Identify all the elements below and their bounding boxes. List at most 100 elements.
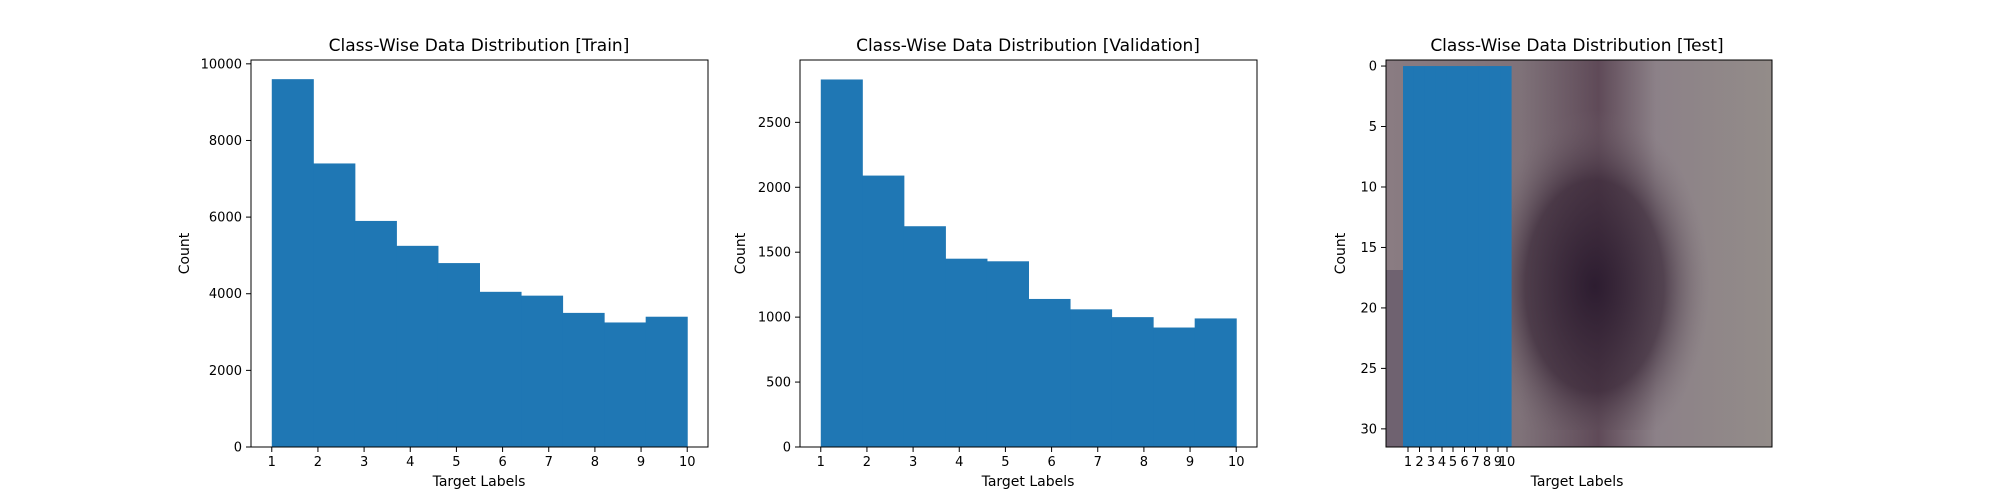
y-tick-label: 10000 (201, 57, 242, 72)
x-tick-label: 4 (1438, 455, 1446, 470)
x-tick-label: 8 (591, 455, 599, 470)
x-tick-label: 5 (452, 455, 460, 470)
x-tick-label: 6 (1460, 455, 1468, 470)
bar-2 (313, 163, 356, 447)
y-axis-label: Count (733, 232, 749, 274)
bar-7 (1070, 309, 1113, 447)
bar-9 (604, 322, 647, 447)
bar-1 (271, 79, 314, 447)
chart-train: Class-Wise Data Distribution [Train] 1 2 3… (177, 36, 709, 490)
bar-5 (986, 261, 1029, 447)
axes-frame (1385, 59, 1773, 448)
y-tick-label: 15 (1360, 241, 1377, 256)
y-tick-label: 20 (1360, 301, 1377, 316)
bar-2 (1413, 66, 1426, 447)
x-tick-label: 6 (498, 455, 506, 470)
x-tick-label: 9 (1494, 455, 1502, 470)
y-tick-label: 500 (766, 376, 791, 391)
x-tick-label: 8 (1140, 455, 1148, 470)
bars-group (1403, 66, 1512, 447)
bar-6 (1028, 298, 1071, 447)
y-tick-label: 6000 (209, 211, 242, 226)
y-tick-label: 8000 (209, 134, 242, 149)
y-tick-label: 5 (1369, 120, 1377, 135)
y-tick-label: 1500 (758, 246, 791, 261)
bar-7 (521, 295, 564, 447)
bar-8 (1478, 66, 1490, 447)
bar-6 (1457, 66, 1469, 447)
x-tick-label: 4 (406, 455, 414, 470)
bar-3 (903, 226, 946, 447)
x-tick-label: 9 (1186, 455, 1194, 470)
y-tick-label: 2000 (758, 181, 791, 196)
y-tick-label: 0 (1369, 60, 1377, 75)
tick-group: 1 2 3 4 5 6 7 8 9 10 0 500 1000 1500 2000 2500 (758, 116, 1245, 470)
bar-8 (1111, 317, 1154, 447)
bar-5 (1446, 66, 1458, 447)
axes-frame (250, 59, 709, 448)
x-axis-label: Target Labels (432, 474, 526, 490)
bars-group (820, 79, 1237, 448)
x-axis-label: Target Labels (981, 474, 1075, 490)
chart-validation: Class-Wise Data Distribution [Validation… (733, 36, 1258, 490)
bar-7 (1467, 66, 1480, 447)
y-tick-label: 30 (1360, 422, 1377, 437)
y-axis-label: Count (177, 232, 193, 274)
x-tick-label: 9 (637, 455, 645, 470)
chart-title: Class-Wise Data Distribution [Test] (1430, 36, 1723, 56)
y-tick-label: 4000 (209, 287, 242, 302)
axes-frame (799, 59, 1258, 448)
x-tick-label: 3 (1427, 455, 1435, 470)
x-axis-label: Target Labels (1530, 474, 1624, 490)
chart-title: Class-Wise Data Distribution [Train] (329, 36, 630, 56)
x-tick-label: 6 (1047, 455, 1055, 470)
x-tick-label: 3 (360, 455, 368, 470)
bar-8 (562, 312, 605, 447)
x-tick-label: 7 (1471, 455, 1479, 470)
x-tick-label: 5 (1449, 455, 1457, 470)
x-tick-label: 1 (817, 455, 825, 470)
x-tick-label: 3 (909, 455, 917, 470)
x-tick-label: 2 (314, 455, 322, 470)
bar-4 (945, 258, 988, 447)
y-tick-label: 25 (1360, 362, 1377, 377)
bar-4 (1435, 66, 1447, 447)
x-tick-label: 10 (1228, 455, 1245, 470)
bar-4 (396, 245, 439, 447)
photo-shadow (1500, 110, 1710, 430)
y-tick-label: 0 (783, 441, 791, 456)
y-tick-label: 0 (234, 441, 242, 456)
bars-group (271, 79, 688, 447)
x-tick-label: 1 (268, 455, 276, 470)
photo-left-edge (1386, 270, 1406, 447)
x-tick-label: 5 (1001, 455, 1009, 470)
x-tick-label: 8 (1483, 455, 1491, 470)
bar-9 (1153, 327, 1196, 447)
tick-group: 1 2 3 4 5 6 7 8 9 10 0 2000 4000 6000 8000 10000 (201, 57, 696, 470)
y-tick-label: 2000 (209, 364, 242, 379)
x-tick-label: 2 (863, 455, 871, 470)
x-tick-label: 7 (545, 455, 553, 470)
y-tick-label: 1000 (758, 311, 791, 326)
x-tick-label: 1 (1404, 455, 1412, 470)
bar-3 (354, 220, 397, 447)
x-tick-label: 10 (679, 455, 696, 470)
bar-2 (862, 175, 905, 447)
bar-3 (1424, 66, 1436, 447)
y-tick-label: 2500 (758, 116, 791, 131)
chart-title: Class-Wise Data Distribution [Validation… (856, 36, 1200, 56)
bar-5 (437, 263, 480, 447)
bar-9 (1489, 66, 1501, 447)
bar-1 (1403, 66, 1415, 447)
y-tick-label: 10 (1360, 180, 1377, 195)
bar-1 (820, 79, 863, 448)
x-tick-label: 2 (1415, 455, 1423, 470)
bar-10 (1194, 318, 1237, 447)
x-tick-label: 4 (955, 455, 963, 470)
x-tick-label: 10 (1499, 455, 1516, 470)
bar-10 (645, 316, 688, 447)
bar-10 (1500, 66, 1512, 447)
